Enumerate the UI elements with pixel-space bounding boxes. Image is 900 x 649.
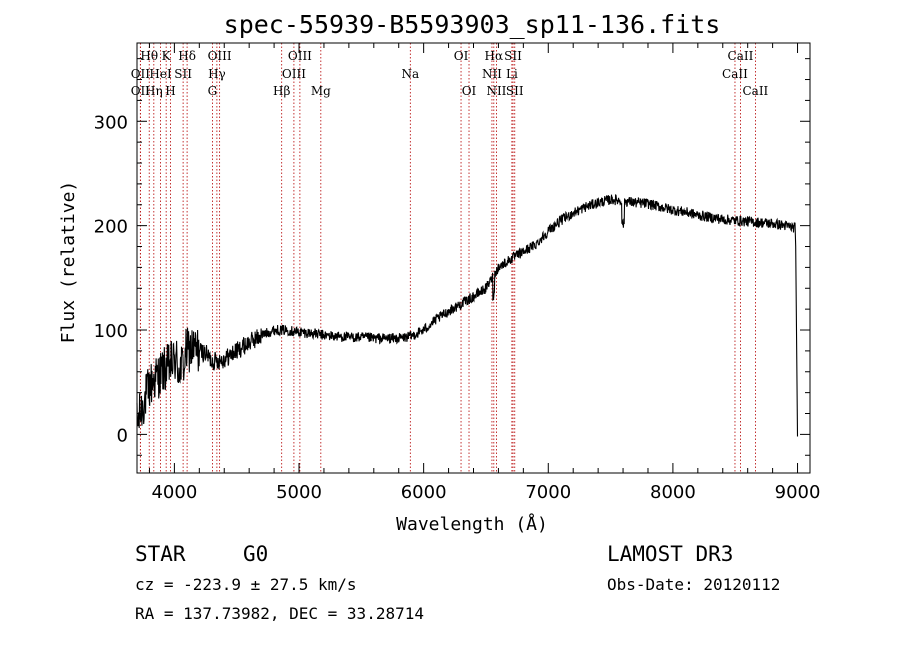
x-axis-ticks: 4000 5000 6000 7000 8000 9000 [148,43,821,503]
x-axis-label: Wavelength (Å) [396,513,548,535]
spectrum-line [136,194,799,437]
line-marker-label: Na [401,67,419,81]
x-tick-label: 9000 [775,482,821,503]
spectral-line-markers [139,43,756,473]
y-axis-ticks: 0 100 200 300 [94,58,810,456]
line-marker-label: OIII [288,49,312,63]
y-tick-label: 100 [94,321,128,342]
y-axis-label: Flux (relative) [58,181,79,344]
x-tick-label: 8000 [650,482,696,503]
line-marker-label: OIII [208,49,232,63]
line-marker-label: Hβ [273,84,290,98]
observation-date: Obs-Date: 20120112 [607,575,780,594]
line-marker-label: NII [482,67,502,81]
line-marker-label: OII [131,84,151,98]
coordinates: RA = 137.73982, DEC = 33.28714 [135,604,424,623]
line-marker-label: Li [506,67,518,81]
x-tick-label: 6000 [401,482,447,503]
y-tick-label: 300 [94,112,128,133]
line-marker-label: OII [131,67,151,81]
x-tick-label: 4000 [151,482,197,503]
redshift-velocity: cz = -223.9 ± 27.5 km/s [135,575,357,594]
line-marker-label: Hη [145,84,163,98]
line-marker-label: CaII [728,49,754,63]
line-marker-label: OI [454,49,469,63]
object-class: STAR [135,542,186,566]
object-subclass: G0 [243,542,268,566]
x-tick-label: 5000 [276,482,322,503]
line-marker-label: HeI [149,67,172,81]
y-tick-label: 0 [117,425,128,446]
line-marker-label: SII [504,49,522,63]
line-marker-label: Mg [311,84,331,98]
line-marker-label: K [162,49,172,63]
line-marker-label: CaII [722,67,748,81]
chart-title: spec-55939-B5593903_sp11-136.fits [224,10,721,39]
line-marker-label: OIII [282,67,306,81]
x-tick-label: 7000 [525,482,571,503]
line-marker-label: NII [486,84,506,98]
plot-frame [136,42,811,474]
line-marker-label: Hθ [140,49,158,63]
line-marker-label: Hγ [208,67,226,81]
line-marker-label: OI [462,84,477,98]
line-marker-label: CaII [742,84,768,98]
line-marker-label: H [165,84,175,98]
y-tick-label: 200 [94,217,128,238]
line-marker-label: Hδ [178,49,196,63]
line-marker-label: G [208,84,218,98]
survey-name: LAMOST DR3 [607,542,733,566]
line-marker-label: Hα [485,49,504,63]
line-marker-label: SII [174,67,192,81]
line-marker-label: SII [506,84,524,98]
